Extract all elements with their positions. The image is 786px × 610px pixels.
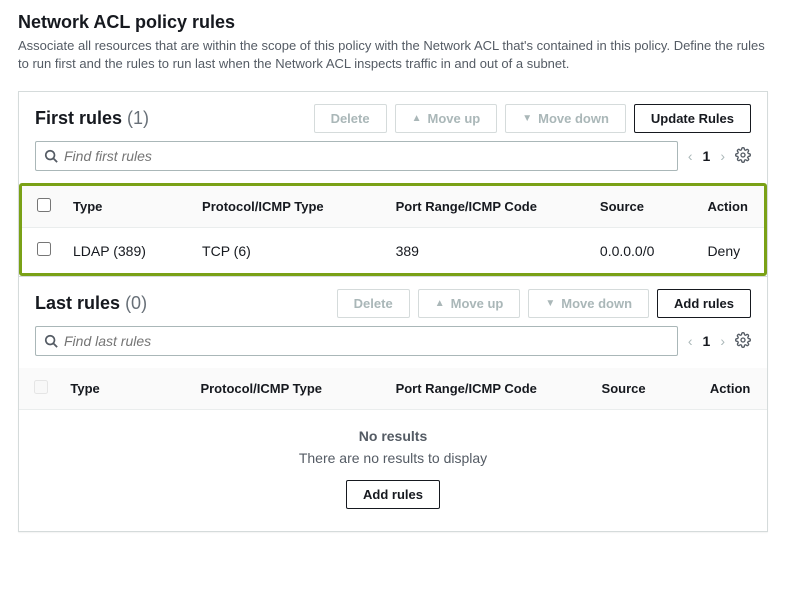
- triangle-down-icon: ▼: [522, 113, 532, 124]
- first-rules-highlight: Type Protocol/ICMP Type Port Range/ICMP …: [19, 183, 767, 276]
- col-source: Source: [594, 368, 702, 410]
- col-action: Action: [702, 368, 767, 410]
- gear-icon: [735, 147, 751, 163]
- page-number: 1: [703, 148, 711, 164]
- col-action: Action: [699, 186, 764, 228]
- select-all-checkbox: [34, 380, 48, 394]
- last-rules-title-text: Last rules: [35, 293, 120, 313]
- empty-state: No results There are no results to displ…: [19, 410, 767, 531]
- move-down-label: Move down: [538, 111, 609, 126]
- col-port: Port Range/ICMP Code: [388, 368, 594, 410]
- first-rules-panel: First rules (1) Delete ▲ Move up ▼ Move …: [18, 91, 768, 277]
- cell-action: Deny: [699, 228, 764, 274]
- first-rules-title-text: First rules: [35, 108, 122, 128]
- search-icon: [44, 334, 58, 348]
- cell-source: 0.0.0.0/0: [592, 228, 700, 274]
- col-protocol: Protocol/ICMP Type: [192, 368, 387, 410]
- last-search-input[interactable]: [64, 333, 669, 349]
- move-up-button[interactable]: ▲ Move up: [395, 104, 498, 133]
- last-rules-count: (0): [125, 293, 147, 313]
- next-page-button[interactable]: ›: [720, 333, 725, 349]
- first-pager: ‹ 1 ›: [688, 148, 725, 164]
- first-rules-title: First rules (1): [35, 108, 149, 129]
- last-rules-title: Last rules (0): [35, 293, 147, 314]
- first-search[interactable]: [35, 141, 678, 171]
- page-title: Network ACL policy rules: [18, 12, 768, 33]
- move-up-label: Move up: [428, 111, 481, 126]
- first-rules-table: Type Protocol/ICMP Type Port Range/ICMP …: [22, 186, 764, 273]
- triangle-up-icon: ▲: [412, 113, 422, 124]
- add-rules-button[interactable]: Add rules: [657, 289, 751, 318]
- move-up-label: Move up: [451, 296, 504, 311]
- prev-page-button[interactable]: ‹: [688, 333, 693, 349]
- cell-type: LDAP (389): [65, 228, 194, 274]
- prev-page-button[interactable]: ‹: [688, 148, 693, 164]
- cell-protocol: TCP (6): [194, 228, 388, 274]
- first-rules-count: (1): [127, 108, 149, 128]
- col-source: Source: [592, 186, 700, 228]
- settings-button[interactable]: [735, 332, 751, 351]
- triangle-down-icon: ▼: [545, 298, 555, 309]
- page-description: Associate all resources that are within …: [18, 37, 768, 73]
- next-page-button[interactable]: ›: [720, 148, 725, 164]
- move-down-label: Move down: [561, 296, 632, 311]
- update-rules-button[interactable]: Update Rules: [634, 104, 751, 133]
- last-rules-table: Type Protocol/ICMP Type Port Range/ICMP …: [19, 368, 767, 410]
- empty-title: No results: [19, 428, 767, 444]
- move-up-button[interactable]: ▲ Move up: [418, 289, 521, 318]
- col-protocol: Protocol/ICMP Type: [194, 186, 388, 228]
- last-search[interactable]: [35, 326, 678, 356]
- move-down-button[interactable]: ▼ Move down: [505, 104, 626, 133]
- col-type: Type: [62, 368, 192, 410]
- cell-port: 389: [388, 228, 592, 274]
- last-rules-panel: Last rules (0) Delete ▲ Move up ▼ Move d…: [18, 277, 768, 532]
- last-pager: ‹ 1 ›: [688, 333, 725, 349]
- page-number: 1: [703, 333, 711, 349]
- first-search-input[interactable]: [64, 148, 669, 164]
- delete-button[interactable]: Delete: [314, 104, 387, 133]
- select-all-checkbox[interactable]: [37, 198, 51, 212]
- col-port: Port Range/ICMP Code: [388, 186, 592, 228]
- move-down-button[interactable]: ▼ Move down: [528, 289, 649, 318]
- empty-subtitle: There are no results to display: [19, 450, 767, 466]
- table-row[interactable]: LDAP (389) TCP (6) 389 0.0.0.0/0 Deny: [22, 228, 764, 274]
- search-icon: [44, 149, 58, 163]
- delete-button[interactable]: Delete: [337, 289, 410, 318]
- gear-icon: [735, 332, 751, 348]
- triangle-up-icon: ▲: [435, 298, 445, 309]
- col-type: Type: [65, 186, 194, 228]
- settings-button[interactable]: [735, 147, 751, 166]
- row-checkbox[interactable]: [37, 242, 51, 256]
- empty-add-rules-button[interactable]: Add rules: [346, 480, 440, 509]
